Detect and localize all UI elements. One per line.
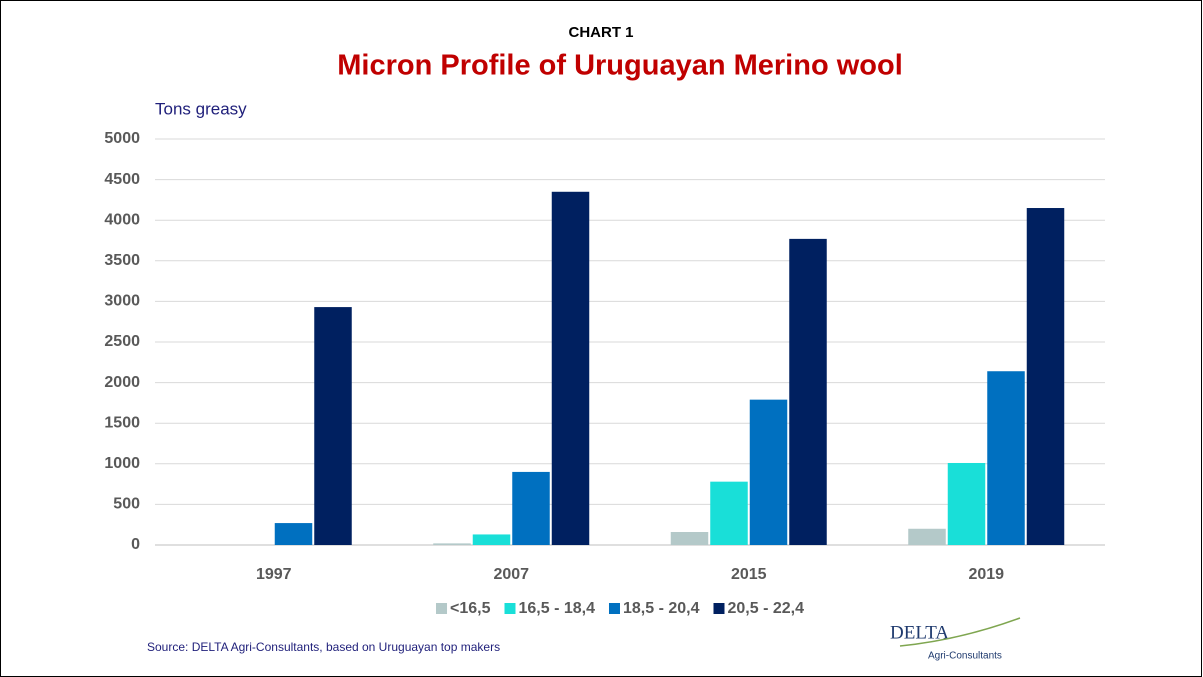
logo-subtitle: Agri-Consultants [928, 651, 1002, 662]
legend-label: <16,5 [450, 600, 491, 617]
bar [670, 532, 709, 545]
x-tick-label: 2007 [493, 566, 529, 583]
bar [551, 191, 590, 545]
legend-swatch [436, 603, 448, 614]
bar [710, 481, 748, 545]
y-tick-label: 1500 [104, 414, 140, 431]
bar [947, 462, 986, 545]
x-tick-label: 2015 [731, 566, 767, 583]
y-axis-label: Tons greasy [155, 99, 247, 118]
legend-swatch [504, 603, 516, 614]
bar [274, 523, 313, 545]
bar [433, 543, 471, 545]
bar [987, 371, 1025, 545]
source: Source: DELTA Agri-Consultants, based on… [147, 640, 500, 654]
y-tick-label: 3500 [104, 252, 140, 269]
legend-label: 18,5 - 20,4 [623, 600, 700, 617]
y-tick-label: 5000 [104, 130, 140, 147]
bar [472, 534, 511, 545]
y-tick-label: 3000 [104, 293, 140, 310]
legend-label: 16,5 - 18,4 [518, 600, 595, 617]
y-tick-label: 0 [131, 536, 140, 553]
bar [749, 399, 788, 545]
bar [1026, 208, 1065, 545]
y-tick-label: 500 [113, 496, 140, 513]
y-tick-label: 4500 [104, 171, 140, 188]
bar [908, 528, 946, 545]
chart-title: Micron Profile of Uruguayan Merino wool [337, 50, 903, 82]
y-tick-label: 2500 [104, 333, 140, 350]
chart-label: CHART 1 [568, 24, 633, 41]
x-tick-label: 2019 [968, 566, 1004, 583]
legend-label: 20,5 - 22,4 [727, 600, 804, 617]
bar [512, 471, 550, 545]
y-tick-label: 4000 [104, 211, 140, 228]
legend-swatch [608, 603, 620, 614]
x-tick-label: 1997 [256, 566, 292, 583]
bar [789, 238, 827, 545]
bar [314, 307, 352, 545]
y-tick-label: 2000 [104, 374, 140, 391]
logo-name: DELTA [890, 622, 949, 643]
logo-swoosh [899, 617, 1021, 647]
y-tick-label: 1000 [104, 455, 140, 472]
legend-swatch [713, 603, 725, 614]
